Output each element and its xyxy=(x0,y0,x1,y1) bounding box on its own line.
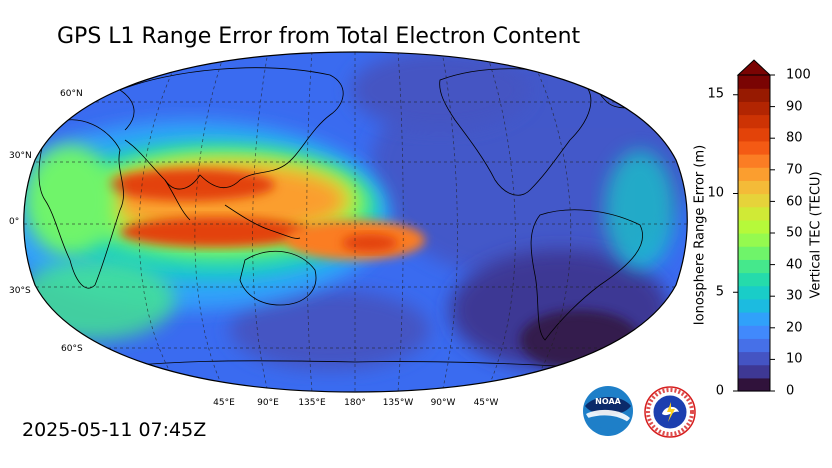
tec-world-map xyxy=(23,51,688,393)
colorbar-band xyxy=(738,364,770,379)
colorbar-band xyxy=(738,88,770,102)
colorbar-band xyxy=(738,298,770,313)
range-error-tick-5: 5 xyxy=(715,284,724,300)
tec-tick-20: 20 xyxy=(786,320,803,336)
tec-tick-40: 40 xyxy=(786,257,803,273)
colorbar-band xyxy=(738,206,770,221)
tec-tick-30: 30 xyxy=(786,288,803,304)
colorbar-band xyxy=(738,101,770,116)
lat-label-60n: 60°N xyxy=(60,89,83,99)
tec-tick-70: 70 xyxy=(786,162,803,178)
lat-label-equator: 0° xyxy=(9,217,20,227)
colorbar-band xyxy=(738,75,770,89)
lon-label-45e: 45°E xyxy=(213,398,235,408)
colorbar-band xyxy=(738,127,770,142)
colorbar-band xyxy=(738,259,770,274)
right-axis-title: Vertical TEC (TECU) xyxy=(808,171,824,299)
lon-label-180: 180° xyxy=(344,398,366,408)
tec-tick-80: 80 xyxy=(786,130,803,146)
agency-logos: NOAA xyxy=(583,386,696,438)
colorbar-band xyxy=(738,114,770,129)
colorbar-band xyxy=(738,285,770,300)
tec-tick-10: 10 xyxy=(786,351,803,367)
colorbar-band xyxy=(738,193,770,208)
colorbar-band xyxy=(738,272,770,287)
colorbar-band xyxy=(738,246,770,260)
svg-text:NOAA: NOAA xyxy=(595,397,621,406)
range-error-tick-15: 15 xyxy=(707,86,724,102)
colorbar-band xyxy=(738,351,770,366)
lon-label-45w: 45°W xyxy=(473,398,499,408)
colorbar-band xyxy=(738,325,770,339)
chart-title: GPS L1 Range Error from Total Electron C… xyxy=(57,24,581,49)
colorbar-band xyxy=(738,140,770,155)
tec-tick-50: 50 xyxy=(786,225,803,241)
colorbar xyxy=(733,59,775,392)
colorbar-band xyxy=(738,312,770,326)
colorbar-band xyxy=(738,154,770,168)
colorbar-band xyxy=(738,377,770,392)
colorbar-band xyxy=(738,167,770,181)
range-error-tick-0: 0 xyxy=(715,383,724,399)
nws-logo xyxy=(644,386,696,438)
colorbar-band xyxy=(738,233,770,247)
timestamp: 2025-05-11 07:45Z xyxy=(22,419,207,441)
colorbar-band xyxy=(738,219,770,234)
tec-tick-0: 0 xyxy=(786,383,795,399)
colorbar-band xyxy=(738,180,770,195)
noaa-logo: NOAA xyxy=(583,386,633,436)
lat-label-60s: 60°S xyxy=(61,344,83,354)
lon-label-90e: 90°E xyxy=(257,398,279,408)
range-error-tick-10: 10 xyxy=(707,185,724,201)
tec-tick-60: 60 xyxy=(786,194,803,210)
colorbar-extend-arrow xyxy=(736,59,772,76)
lat-label-30n: 30°N xyxy=(9,151,32,161)
colorbar-band xyxy=(738,338,770,353)
lon-label-135w: 135°W xyxy=(382,398,414,408)
lon-label-135e: 135°E xyxy=(298,398,326,408)
lon-label-90w: 90°W xyxy=(430,398,456,408)
lat-label-30s: 30°S xyxy=(9,286,31,296)
tec-tick-100: 100 xyxy=(786,67,811,83)
tec-tick-90: 90 xyxy=(786,99,803,115)
